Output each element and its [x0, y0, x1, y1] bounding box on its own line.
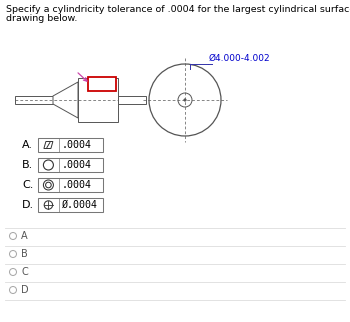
Text: D.: D.	[22, 200, 34, 210]
Text: A: A	[21, 231, 28, 241]
Circle shape	[178, 93, 192, 107]
Text: Ø4.000-4.002: Ø4.000-4.002	[209, 54, 271, 63]
Bar	[38, 198, 103, 212]
Text: C: C	[21, 267, 28, 277]
Bar	[38, 138, 103, 152]
Circle shape	[9, 251, 16, 258]
Text: .0004: .0004	[62, 140, 92, 150]
Circle shape	[184, 99, 186, 101]
Bar	[38, 178, 103, 192]
Bar	[15, 96, 53, 104]
Bar	[118, 96, 146, 104]
Circle shape	[9, 232, 16, 240]
Text: A.: A.	[22, 140, 33, 150]
Polygon shape	[53, 82, 78, 118]
Text: Specify a cylindricity tolerance of .0004 for the largest cylindrical surface on: Specify a cylindricity tolerance of .000…	[6, 5, 350, 14]
Circle shape	[9, 287, 16, 293]
Text: Ø.0004: Ø.0004	[62, 200, 98, 210]
Text: B.: B.	[22, 160, 33, 170]
Bar	[78, 78, 118, 122]
Circle shape	[149, 64, 221, 136]
Text: B: B	[21, 249, 28, 259]
Text: .0004: .0004	[62, 160, 92, 170]
Bar	[38, 158, 103, 172]
Circle shape	[9, 269, 16, 276]
Text: drawing below.: drawing below.	[6, 14, 77, 23]
Bar	[88, 77, 116, 91]
Text: D: D	[21, 285, 29, 295]
Text: .0004: .0004	[62, 180, 92, 190]
Text: C.: C.	[22, 180, 33, 190]
